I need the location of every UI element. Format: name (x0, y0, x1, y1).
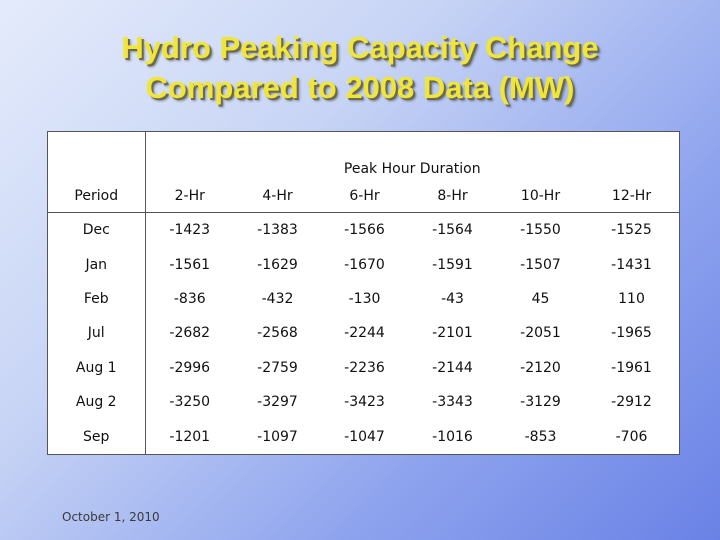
value-cell: -432 (261, 291, 294, 308)
period-cell: Feb (48, 281, 146, 317)
footer-date: October 1, 2010 (62, 510, 160, 524)
period-cell: Aug 2 (48, 385, 146, 420)
value-cell: 110 (618, 291, 645, 308)
group-header-row: Peak Hour Duration (48, 132, 679, 179)
value-cell: -2120 (520, 359, 561, 376)
group-header-spacer (48, 132, 146, 179)
value-cell: -2682 (169, 325, 211, 342)
title-line-2: Compared to 2008 Data (MW) (145, 70, 575, 105)
column-header-4hr: 4-Hr (234, 179, 321, 213)
period-cell: Aug 1 (48, 350, 146, 386)
slide-title: Hydro Peaking Capacity Change Compared t… (0, 28, 720, 108)
period-cell: Dec (48, 212, 146, 248)
value-cell: -1591 (432, 256, 473, 273)
value-cell: -1201 (169, 428, 211, 445)
column-header-12hr: 12-Hr (584, 179, 680, 213)
value-cell: -1564 (432, 222, 473, 239)
column-header-8hr: 8-Hr (408, 179, 497, 213)
period-cell: Jul (48, 316, 146, 351)
table-row: Jan -1561 -1629 -1670 -1591 -1507 -1431 (48, 247, 679, 282)
value-cell: 45 (531, 291, 550, 308)
value-cell: -2912 (611, 394, 652, 411)
table-row: Feb -836 -432 -130 -43 45 110 (48, 281, 679, 317)
value-cell: -1550 (520, 222, 561, 239)
value-cell: -1507 (520, 256, 561, 273)
table-body: Dec -1423 -1383 -1566 -1564 -1550 -1525 Jan -156… (48, 212, 679, 454)
table-row: Aug 1 -2996 -2759 -2236 -2144 -2120 -1961 (48, 350, 679, 386)
value-cell: -2759 (257, 359, 298, 376)
column-header-2hr: 2-Hr (145, 179, 234, 213)
value-cell: -1670 (344, 256, 385, 273)
value-cell: -3250 (169, 394, 211, 411)
table-row: Sep -1201 -1097 -1047 -1016 -853 -706 (48, 419, 679, 454)
capacity-table-container: Peak Hour Duration Period 2-Hr 4-Hr 6-Hr… (47, 131, 680, 455)
column-header-6hr: 6-Hr (321, 179, 408, 213)
value-cell: -1961 (611, 359, 652, 376)
capacity-table: Peak Hour Duration Period 2-Hr 4-Hr 6-Hr… (48, 132, 680, 454)
table-row: Dec -1423 -1383 -1566 -1564 -1550 -1525 (48, 212, 679, 248)
value-cell: -1097 (257, 428, 298, 445)
value-cell: -3343 (432, 394, 473, 411)
value-cell: -2051 (520, 325, 561, 342)
value-cell: -1047 (344, 428, 385, 445)
value-cell: -1016 (432, 428, 473, 445)
value-cell: -1383 (257, 222, 298, 239)
table-row: Aug 2 -3250 -3297 -3423 -3343 -3129 -2912 (48, 385, 679, 420)
value-cell: -130 (348, 291, 381, 308)
value-cell: -1525 (611, 222, 652, 239)
value-cell: -853 (524, 428, 557, 445)
group-header-label: Peak Hour Duration (343, 161, 481, 177)
column-header-10hr: 10-Hr (497, 179, 584, 213)
value-cell: -2101 (432, 325, 473, 342)
value-cell: -3297 (257, 394, 298, 411)
value-cell: -2244 (344, 325, 385, 342)
period-cell: Sep (48, 419, 146, 454)
period-cell: Jan (48, 247, 146, 282)
value-cell: -1423 (169, 222, 211, 239)
column-header-row: Period 2-Hr 4-Hr 6-Hr 8-Hr 10-Hr 12-Hr (48, 179, 680, 213)
value-cell: -2144 (432, 359, 473, 376)
value-cell: -1965 (611, 325, 652, 342)
value-cell: -1629 (257, 256, 298, 273)
value-cell: -2568 (257, 325, 298, 342)
title-line-1: Hydro Peaking Capacity Change (121, 30, 599, 65)
value-cell: -706 (615, 428, 648, 445)
value-cell: -2236 (344, 359, 385, 376)
value-cell: -3129 (520, 394, 561, 411)
table-row: Jul -2682 -2568 -2244 -2101 -2051 -1965 (48, 316, 679, 351)
value-cell: -836 (173, 291, 206, 308)
column-header-period: Period (48, 179, 146, 213)
value-cell: -1431 (611, 256, 652, 273)
value-cell: -2996 (169, 359, 211, 376)
value-cell: -1566 (344, 222, 385, 239)
value-cell: -1561 (169, 256, 211, 273)
value-cell: -3423 (344, 394, 385, 411)
value-cell: -43 (441, 291, 464, 308)
